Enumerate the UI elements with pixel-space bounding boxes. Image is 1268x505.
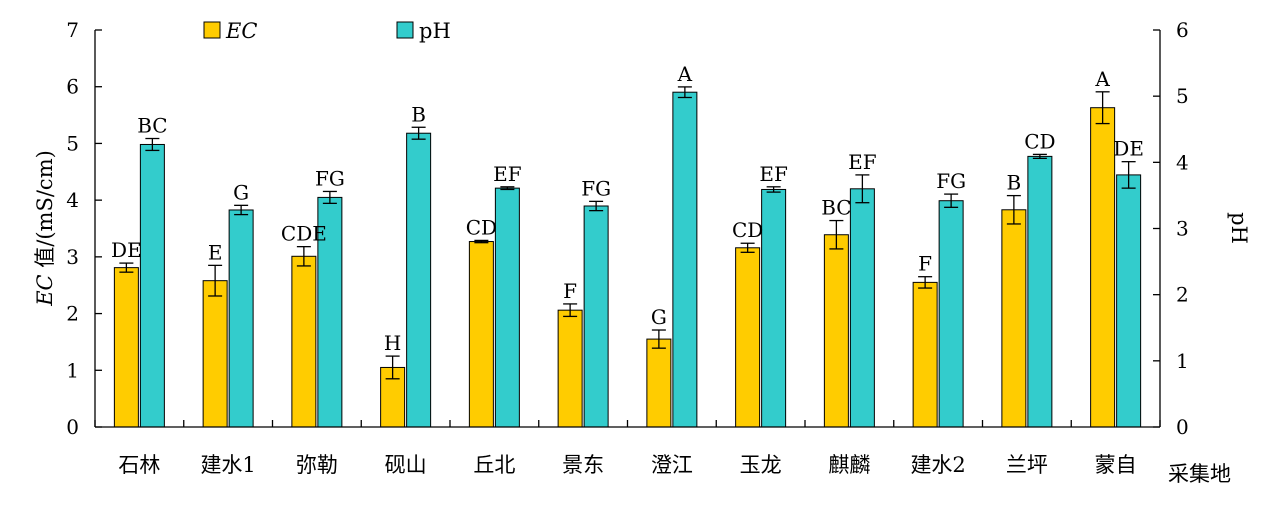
legend: EC pH (203, 19, 451, 43)
y-left-tick-label: 7 (66, 18, 79, 42)
x-category-label: 景东 (562, 453, 604, 477)
y-left-tick-label: 5 (66, 131, 79, 155)
y-left-tick-label: 0 (66, 415, 79, 439)
ec-bar (113, 267, 139, 428)
ph-significance-label: CD (1024, 129, 1055, 153)
x-category-label: 砚山 (385, 453, 427, 477)
legend-label-ec: EC (225, 19, 257, 43)
y-axis-left-title-rest: 值/(mS/cm) (33, 150, 57, 274)
ph-significance-label: FG (936, 169, 966, 193)
ec-significance-label: H (384, 331, 401, 355)
y-left-tick-label: 3 (66, 245, 79, 269)
ph-significance-label: EF (759, 162, 788, 186)
legend-swatch-ec (203, 21, 221, 39)
ec-bar (468, 241, 494, 428)
y-axis-left-title-italic: EC (33, 274, 57, 306)
y-right-tick-label: 2 (1176, 283, 1189, 307)
ph-bar (317, 196, 343, 428)
x-category-label: 建水1 (200, 453, 255, 477)
y-left-tick-label: 6 (66, 75, 79, 99)
error-bars-layer (119, 86, 1136, 380)
ph-significance-label: G (233, 180, 249, 204)
ph-bar (494, 187, 520, 428)
ph-bar (1027, 155, 1053, 428)
ph-significance-label: EF (848, 150, 877, 174)
legend-swatch-ph (396, 21, 414, 39)
ph-bar (761, 188, 787, 428)
ph-significance-label: EF (493, 162, 522, 186)
x-category-label: 石林 (118, 453, 160, 477)
legend-label-ph: pH (419, 19, 451, 43)
ec-bar (823, 234, 849, 428)
y-left-tick-label: 2 (66, 302, 79, 326)
y-right-tick-label: 5 (1176, 84, 1189, 108)
ec-significance-label: E (208, 240, 223, 264)
ph-significance-label: B (411, 102, 426, 126)
y-right-tick-label: 3 (1176, 217, 1189, 241)
ec-significance-label: F (918, 252, 932, 276)
ec-bar (912, 281, 938, 428)
y-right-tick-label: 0 (1176, 415, 1189, 439)
y-right-tick-label: 4 (1176, 150, 1189, 174)
ph-bar (672, 91, 698, 428)
ph-bar (1116, 174, 1142, 428)
ec-significance-label: CD (732, 218, 763, 242)
x-category-label: 蒙自 (1095, 453, 1137, 477)
ec-bar (291, 255, 317, 428)
x-category-label: 丘北 (473, 453, 515, 477)
ph-bar (583, 205, 609, 428)
ph-significance-label: BC (137, 114, 167, 138)
y-axis-right-title: pH (1227, 212, 1251, 244)
x-category-label: 弥勒 (296, 453, 338, 477)
y-left-tick-label: 1 (66, 358, 79, 382)
ph-significance-label: A (677, 62, 693, 86)
x-category-label: 兰坪 (1006, 453, 1048, 477)
ph-bar (849, 188, 875, 428)
ec-significance-label: CDE (281, 222, 327, 246)
ec-significance-label: B (1007, 171, 1022, 195)
y-axis-left-title: EC 值/(mS/cm) (33, 150, 57, 307)
ph-bar (139, 143, 165, 428)
ph-bar (406, 132, 432, 428)
ec-significance-label: CD (466, 215, 497, 239)
x-category-label: 玉龙 (740, 453, 782, 477)
ec-significance-label: BC (821, 196, 851, 220)
x-category-label: 澄江 (651, 453, 693, 477)
ec-significance-label: DE (111, 238, 142, 262)
x-category-label: 建水2 (910, 453, 965, 477)
ec-bar (735, 247, 761, 428)
ec-significance-label: F (563, 279, 577, 303)
axes-layer: 0 1 2 3 4 5 6 7 0 1 2 3 4 5 6 石林 建水1 弥勒 砚山 丘北 景东 澄江 玉龙 麒麟 建水2 兰坪 蒙… (66, 18, 1188, 477)
ec-bar (1001, 209, 1027, 428)
bars-layer (113, 91, 1142, 428)
ec-significance-label: A (1094, 67, 1110, 91)
ec-bar (202, 280, 228, 428)
ec-bar (1090, 107, 1116, 428)
ec-bar (646, 338, 672, 428)
ph-bar (938, 200, 964, 428)
ec-bar (557, 309, 583, 428)
ph-bar (228, 209, 254, 428)
y-left-tick-label: 4 (66, 188, 79, 212)
ph-significance-label: FG (581, 176, 611, 200)
ec-significance-label: G (651, 305, 667, 329)
y-right-tick-label: 6 (1176, 18, 1189, 42)
x-axis-title: 采集地 (1168, 462, 1231, 486)
ph-significance-label: FG (315, 166, 345, 190)
y-right-tick-label: 1 (1176, 349, 1189, 373)
x-category-label: 麒麟 (828, 453, 870, 477)
ph-significance-label: DE (1113, 137, 1144, 161)
